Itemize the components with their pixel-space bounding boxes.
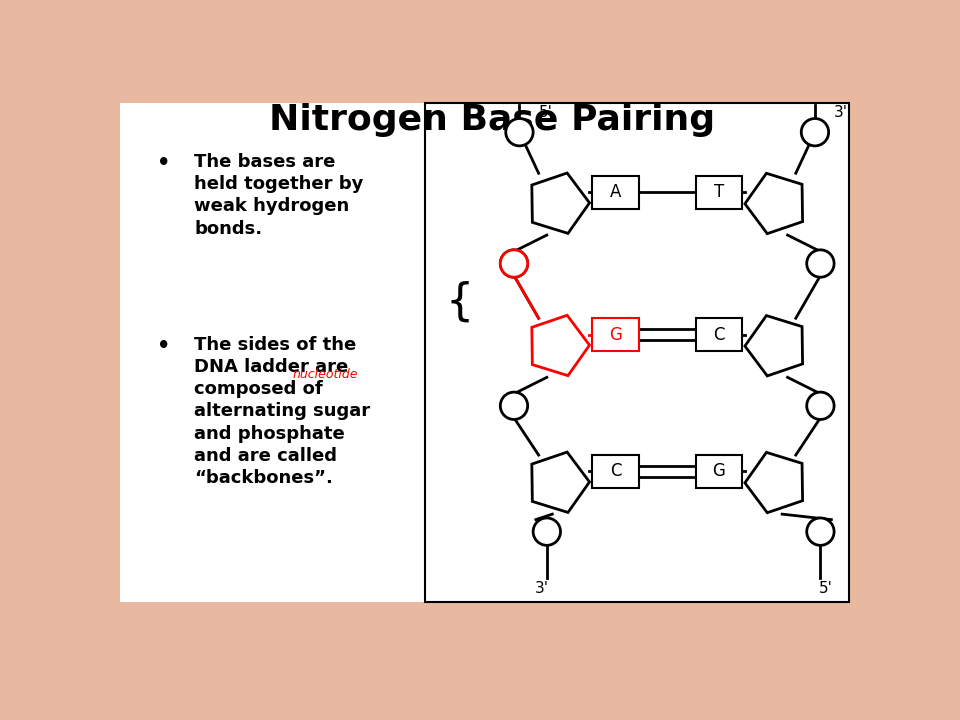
Circle shape: [500, 250, 528, 277]
Polygon shape: [532, 173, 589, 233]
Circle shape: [806, 518, 834, 545]
Text: •: •: [157, 153, 171, 173]
Bar: [592, 455, 638, 488]
Bar: [696, 318, 742, 351]
Bar: [592, 176, 638, 209]
Text: {: {: [445, 280, 473, 323]
Text: •: •: [157, 336, 171, 356]
Text: G: G: [609, 325, 622, 343]
Bar: [696, 176, 742, 209]
Bar: [592, 318, 638, 351]
Bar: [696, 455, 742, 488]
Circle shape: [506, 119, 533, 146]
Text: T: T: [714, 184, 724, 202]
Text: Nitrogen Base Pairing: Nitrogen Base Pairing: [269, 103, 715, 137]
Circle shape: [533, 518, 561, 545]
Text: A: A: [610, 184, 621, 202]
Text: The bases are
held together by
weak hydrogen
bonds.: The bases are held together by weak hydr…: [194, 153, 364, 238]
Circle shape: [500, 250, 528, 277]
Text: G: G: [712, 462, 726, 480]
Text: 3': 3': [535, 581, 548, 596]
Polygon shape: [745, 452, 803, 513]
Text: The sides of the
DNA ladder are
composed of
alternating sugar
and phosphate
and : The sides of the DNA ladder are composed…: [194, 336, 371, 487]
Text: 5': 5': [819, 581, 833, 596]
Text: C: C: [713, 325, 725, 343]
Circle shape: [802, 119, 828, 146]
Text: nucleotide: nucleotide: [293, 368, 358, 381]
Text: 5': 5': [539, 105, 553, 120]
Bar: [120, 103, 432, 602]
Polygon shape: [745, 315, 803, 376]
Text: 3': 3': [834, 105, 848, 120]
Circle shape: [500, 392, 528, 420]
Text: C: C: [610, 462, 621, 480]
Polygon shape: [532, 315, 589, 376]
Circle shape: [806, 250, 834, 277]
Circle shape: [806, 392, 834, 420]
Polygon shape: [745, 174, 803, 234]
Bar: [425, 103, 849, 602]
Polygon shape: [532, 452, 589, 513]
